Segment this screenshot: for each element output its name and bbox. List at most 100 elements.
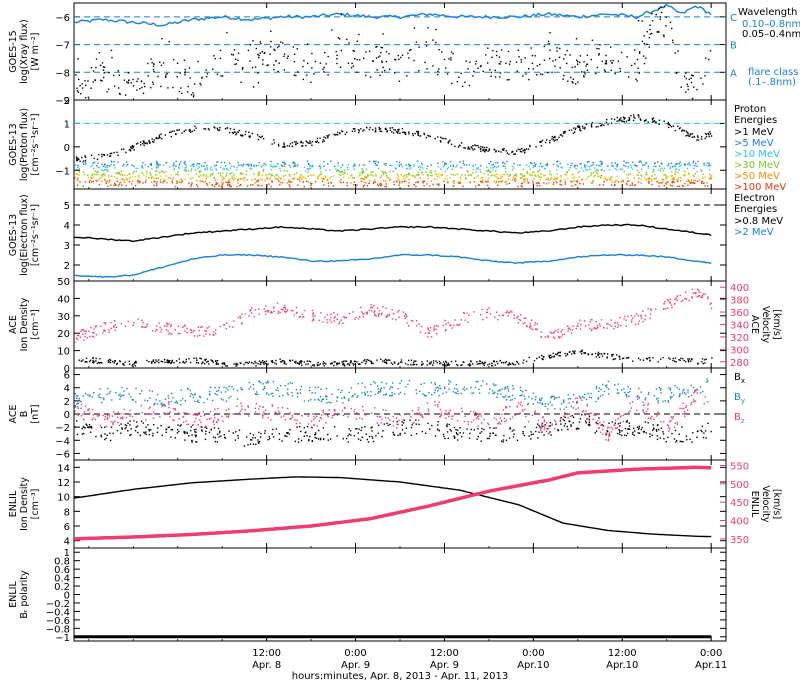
- data-point: [662, 431, 663, 432]
- data-point: [280, 178, 281, 179]
- data-point: [514, 364, 515, 365]
- data-point: [216, 165, 217, 166]
- data-point: [444, 364, 445, 365]
- data-point: [136, 143, 137, 144]
- data-point: [522, 391, 523, 392]
- data-point: [152, 330, 153, 331]
- data-point: [675, 298, 676, 299]
- data-point: [681, 87, 682, 88]
- data-point: [406, 168, 407, 169]
- data-point: [456, 364, 457, 365]
- data-point: [180, 161, 181, 162]
- data-point: [384, 70, 385, 71]
- data-point: [154, 177, 155, 178]
- data-point: [210, 411, 211, 412]
- data-point: [398, 130, 399, 131]
- data-point: [84, 427, 85, 428]
- data-point: [293, 314, 294, 315]
- data-point: [510, 310, 511, 311]
- data-point: [362, 168, 363, 169]
- data-point: [264, 433, 265, 434]
- data-point: [386, 61, 387, 62]
- data-point: [121, 427, 122, 428]
- data-point: [78, 403, 79, 404]
- data-point: [334, 361, 335, 362]
- data-point: [457, 174, 458, 175]
- data-point: [616, 165, 617, 166]
- data-point: [327, 314, 328, 315]
- data-point: [78, 92, 79, 93]
- data-point: [644, 177, 645, 178]
- data-point: [673, 358, 674, 359]
- data-point: [699, 295, 700, 296]
- data-point: [596, 172, 597, 173]
- data-point: [562, 135, 563, 136]
- data-point: [556, 178, 557, 179]
- data-point: [268, 394, 269, 395]
- data-point: [706, 382, 707, 383]
- data-point: [323, 139, 324, 140]
- data-point: [701, 431, 702, 432]
- data-point: [325, 63, 326, 64]
- data-point: [299, 180, 300, 181]
- data-point: [95, 358, 96, 359]
- data-point: [349, 433, 350, 434]
- data-point: [521, 174, 522, 175]
- data-point: [380, 128, 381, 129]
- data-point: [289, 433, 290, 434]
- data-point: [438, 68, 439, 69]
- data-point: [629, 119, 630, 120]
- data-point: [166, 73, 167, 74]
- data-point: [279, 396, 280, 397]
- data-point: [169, 361, 170, 362]
- data-point: [662, 179, 663, 180]
- data-point: [94, 162, 95, 163]
- data-point: [372, 363, 373, 364]
- data-point: [570, 398, 571, 399]
- data-point: [501, 49, 502, 50]
- data-point: [508, 176, 509, 177]
- data-point: [412, 175, 413, 176]
- data-point: [693, 180, 694, 181]
- data-point: [180, 72, 181, 73]
- data-point: [207, 184, 208, 185]
- data-point: [594, 167, 595, 168]
- data-point: [158, 359, 159, 360]
- data-point: [166, 322, 167, 323]
- data-point: [371, 436, 372, 437]
- data-point: [599, 165, 600, 166]
- data-point: [85, 157, 86, 158]
- data-point: [439, 361, 440, 362]
- data-point: [363, 170, 364, 171]
- data-point: [154, 181, 155, 182]
- data-point: [133, 149, 134, 150]
- data-point: [289, 429, 290, 430]
- data-point: [204, 359, 205, 360]
- data-point: [263, 389, 264, 390]
- data-point: [144, 86, 145, 87]
- data-point: [651, 435, 652, 436]
- data-point: [243, 364, 244, 365]
- data-point: [299, 177, 300, 178]
- data-point: [97, 174, 98, 175]
- data-point: [670, 388, 671, 389]
- data-point: [221, 182, 222, 183]
- data-point: [75, 426, 76, 427]
- legend-entry: >1 MeV: [734, 127, 774, 138]
- data-point: [354, 168, 355, 169]
- data-point: [652, 121, 653, 122]
- data-point: [346, 317, 347, 318]
- data-point: [338, 323, 339, 324]
- data-point: [576, 60, 577, 61]
- data-point: [516, 62, 517, 63]
- data-point: [447, 178, 448, 179]
- data-point: [309, 390, 310, 391]
- data-point: [631, 315, 632, 316]
- data-point: [545, 168, 546, 169]
- data-point: [469, 437, 470, 438]
- data-point: [361, 181, 362, 182]
- data-point: [419, 391, 420, 392]
- data-point: [451, 52, 452, 53]
- y-axis-label: GOES-15: [8, 30, 19, 72]
